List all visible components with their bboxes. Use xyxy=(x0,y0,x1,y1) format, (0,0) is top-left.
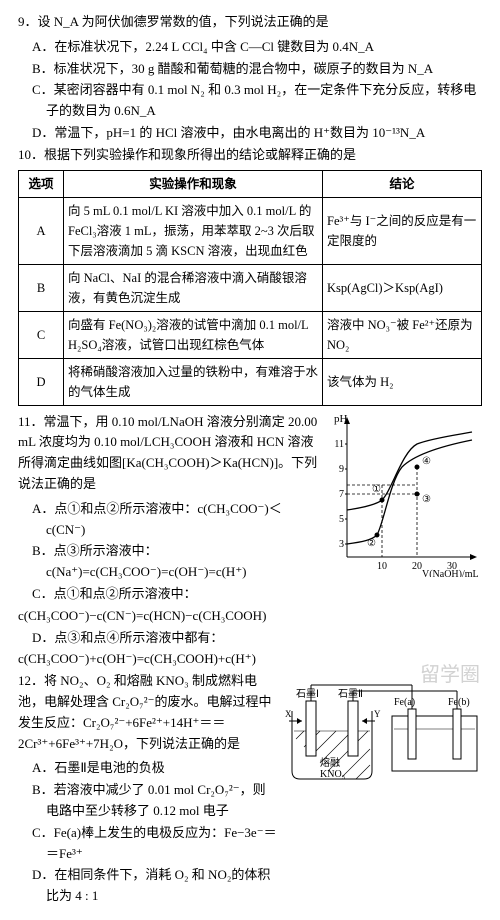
svg-text:pH: pH xyxy=(334,413,348,425)
svg-text:7: 7 xyxy=(339,489,344,500)
q12-opt-c: C．Fe(a)棒上发生的电极反应为：Fe−3e⁻＝＝Fe³⁺ xyxy=(18,823,278,865)
cell-key: B xyxy=(19,264,64,311)
q11-stem: 常温下，用 0.10 mol/LNaOH 溶液分别滴定 20.00 mL 浓度均… xyxy=(18,414,317,491)
svg-text:④: ④ xyxy=(422,456,431,467)
q12-opt-b: B．若溶液中减少了 0.01 mol Cr₂O₇²⁻，则电路中至少转移了 0.1… xyxy=(18,780,278,822)
q10-num: 10． xyxy=(18,147,44,162)
q10-stem: 根据下列实验操作和现象所得出的结论或解释正确的是 xyxy=(44,147,356,162)
q11-chart: pH 3 5 7 9 11 10 20 30 V(NaOH)/mL xyxy=(322,412,482,577)
svg-text:Y: Y xyxy=(374,709,381,719)
cell-op: 向盛有 Fe(NO₃)₂溶液的试管中滴加 0.1 mol/L H₂SO₄溶液，试… xyxy=(64,311,323,358)
q12-diagram: X Y 石墨Ⅰ 石墨Ⅱ 熔融 KNO₃ Fe(a) Fe(b) xyxy=(282,671,482,791)
table-row: B 向 NaCl、NaI 的混合稀溶液中滴入硝酸银溶液，有黄色沉淀生成 Ksp(… xyxy=(19,264,482,311)
svg-text:V(NaOH)/mL: V(NaOH)/mL xyxy=(422,569,479,577)
cell-op: 将稀硝酸溶液加入过量的铁粉中，有难溶于水的气体生成 xyxy=(64,358,323,405)
svg-text:3: 3 xyxy=(339,539,344,550)
table-row: A 向 5 mL 0.1 mol/L KI 溶液中加入 0.1 mol/L 的 … xyxy=(19,197,482,264)
svg-text:20: 20 xyxy=(412,561,422,572)
q11-opt-d2: c(CH₃COO⁻)+c(OH⁻)=c(CH₃COOH)+c(H⁺) xyxy=(18,649,318,670)
svg-text:X: X xyxy=(285,709,292,719)
th-concl: 结论 xyxy=(323,170,482,197)
q9-num: 9． xyxy=(18,14,38,29)
q9-opt-a: A．在标准状况下，2.24 L CCl₄ 中含 C—Cl 键数目为 0.4N_A xyxy=(18,37,482,58)
cell-key: C xyxy=(19,311,64,358)
cell-concl: Ksp(AgCl)＞Ksp(AgI) xyxy=(323,264,482,311)
q9-stem: 设 N_A 为阿伏伽德罗常数的值，下列说法正确的是 xyxy=(38,14,329,29)
question-9: 9．设 N_A 为阿伏伽德罗常数的值，下列说法正确的是 xyxy=(18,12,482,33)
q11-opt-c2: c(CH₃COO⁻)−c(CN⁻)=c(HCN)−c(CH₃COOH) xyxy=(18,606,318,627)
svg-text:熔融: 熔融 xyxy=(320,756,340,769)
cell-op: 向 NaCl、NaI 的混合稀溶液中滴入硝酸银溶液，有黄色沉淀生成 xyxy=(64,264,323,311)
q12-opt-d: D．在相同条件下，消耗 O₂ 和 NO₂的体积比为 4 : 1 xyxy=(18,865,278,907)
svg-text:①: ① xyxy=(372,484,381,495)
svg-text:Fe(b): Fe(b) xyxy=(448,697,470,708)
svg-text:10: 10 xyxy=(377,561,387,572)
svg-text:11: 11 xyxy=(334,439,344,450)
q10-table: 选项 实验操作和现象 结论 A 向 5 mL 0.1 mol/L KI 溶液中加… xyxy=(18,170,482,406)
cell-key: A xyxy=(19,197,64,264)
q12-opt-a: A．石墨Ⅱ是电池的负极 xyxy=(18,758,278,779)
q9-opt-d: D．常温下，pH=1 的 HCl 溶液中，由水电离出的 H⁺数目为 10⁻¹³N… xyxy=(18,123,482,144)
th-opt: 选项 xyxy=(19,170,64,197)
svg-text:石墨Ⅱ: 石墨Ⅱ xyxy=(338,688,363,700)
q12-stem: 将 NO₂、O₂ 和熔融 KNO₃ 制成燃料电池，电解处理含 Cr₂O₇²⁻的废… xyxy=(18,673,271,750)
question-11: 11．常温下，用 0.10 mol/LNaOH 溶液分别滴定 20.00 mL … xyxy=(18,412,482,672)
cell-concl: Fe³⁺与 I⁻之间的反应是有一定限度的 xyxy=(323,197,482,264)
q11-opt-a: A．点①和点②所示溶液中：c(CH₃COO⁻)＜c(CN⁻) xyxy=(18,499,318,541)
question-12: 12．将 NO₂、O₂ 和熔融 KNO₃ 制成燃料电池，电解处理含 Cr₂O₇²… xyxy=(18,671,482,908)
table-row: C 向盛有 Fe(NO₃)₂溶液的试管中滴加 0.1 mol/L H₂SO₄溶液… xyxy=(19,311,482,358)
th-op: 实验操作和现象 xyxy=(64,170,323,197)
svg-text:石墨Ⅰ: 石墨Ⅰ xyxy=(296,688,319,700)
q12-num: 12． xyxy=(18,673,44,688)
cell-concl: 溶液中 NO₃⁻被 Fe²⁺还原为 NO₂ xyxy=(323,311,482,358)
cell-key: D xyxy=(19,358,64,405)
q11-num: 11． xyxy=(18,414,44,429)
table-row: D 将稀硝酸溶液加入过量的铁粉中，有难溶于水的气体生成 该气体为 H₂ xyxy=(19,358,482,405)
q9-opt-b: B．标准状况下，30 g 醋酸和葡萄糖的混合物中，碳原子的数目为 N_A xyxy=(18,59,482,80)
cell-op: 向 5 mL 0.1 mol/L KI 溶液中加入 0.1 mol/L 的 Fe… xyxy=(64,197,323,264)
svg-text:KNO₃: KNO₃ xyxy=(320,769,345,780)
svg-text:③: ③ xyxy=(422,494,431,505)
q11-opt-b: B．点③所示溶液中：c(Na⁺)=c(CH₃COO⁻)=c(OH⁻)=c(H⁺) xyxy=(18,541,318,583)
svg-text:②: ② xyxy=(367,538,376,549)
svg-text:9: 9 xyxy=(339,464,344,475)
cell-concl: 该气体为 H₂ xyxy=(323,358,482,405)
q11-opt-c: C．点①和点②所示溶液中： xyxy=(18,584,318,605)
svg-text:Fe(a): Fe(a) xyxy=(394,697,415,708)
q9-opt-c: C．某密闭容器中有 0.1 mol N₂ 和 0.3 mol H₂，在一定条件下… xyxy=(18,80,482,122)
svg-text:5: 5 xyxy=(339,514,344,525)
q11-opt-d: D．点③和点④所示溶液中都有： xyxy=(18,628,318,649)
question-10: 10．根据下列实验操作和现象所得出的结论或解释正确的是 xyxy=(18,145,482,166)
